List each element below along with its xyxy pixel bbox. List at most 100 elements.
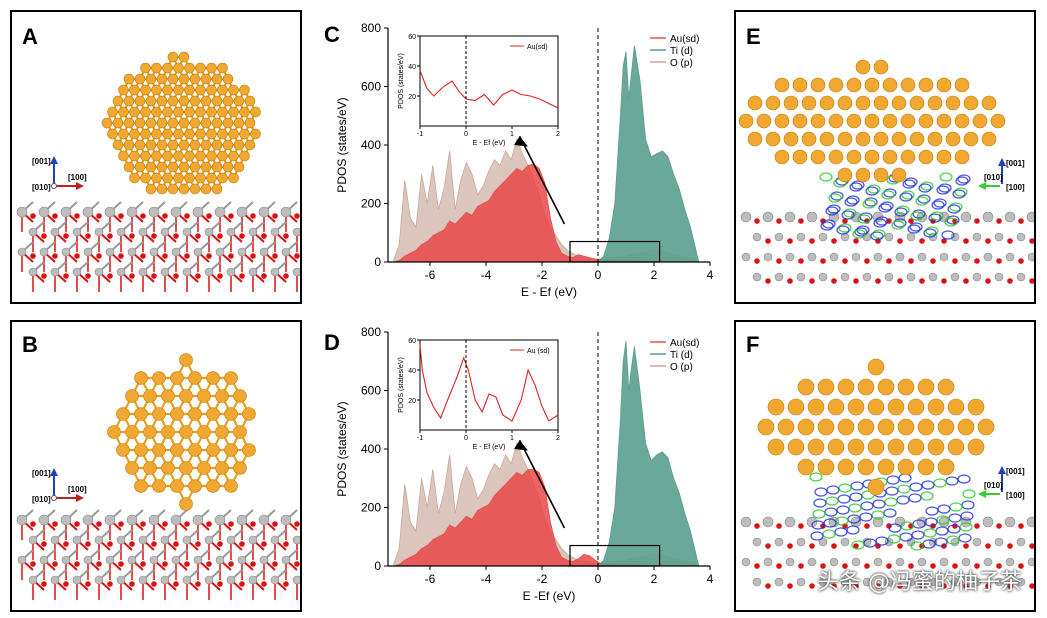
y-tick-label: 400 <box>361 138 381 152</box>
panel-a: A [001] [100] [010] <box>10 10 302 304</box>
isosurface-blob <box>814 487 828 497</box>
au-atom <box>945 95 961 111</box>
y-tick-label: 0 <box>374 255 381 269</box>
ti-atom <box>763 557 773 567</box>
axis-triad: [001] [100] [010] <box>32 156 87 192</box>
o-atom <box>952 258 958 264</box>
au-atom <box>162 106 173 118</box>
ti-atom <box>972 272 982 282</box>
au-atom <box>927 131 943 147</box>
ti-atom <box>796 232 806 242</box>
au-atom <box>189 161 201 173</box>
o-atom <box>1029 583 1034 589</box>
au-atom <box>828 77 844 93</box>
au-atom <box>917 418 935 436</box>
isosurface-blob <box>864 197 878 207</box>
o-atom <box>140 561 146 567</box>
au-atom <box>123 73 135 85</box>
isosurface-blob <box>908 493 922 503</box>
panel-letter: C <box>324 22 340 47</box>
isosurface-blob <box>958 533 972 543</box>
o-atom <box>129 233 135 239</box>
x-tick-label: -6 <box>425 268 436 282</box>
isosurface-blob <box>930 211 944 221</box>
au-atom <box>767 398 785 416</box>
au-atom <box>837 131 853 147</box>
panel-c: C -6 -4 -2 0 2 4 0 200 400 600 800 E - Ef (eV) PDOS … <box>320 8 720 308</box>
ti-atom <box>138 227 148 237</box>
au-atom <box>222 117 234 129</box>
au-atom <box>116 407 130 421</box>
au-atom <box>170 443 184 457</box>
ti-atom <box>182 227 192 237</box>
isosurface-blob <box>824 507 838 517</box>
isosurface-blob <box>912 519 926 529</box>
o-atom <box>776 218 782 224</box>
o-atom <box>776 258 782 264</box>
ti-atom <box>160 535 170 545</box>
isosurface-blob <box>835 516 849 526</box>
au-atom <box>197 425 211 439</box>
ti-atom <box>994 272 1004 282</box>
o-atom <box>173 581 179 587</box>
au-atom <box>767 438 785 456</box>
au-atom <box>747 95 763 111</box>
series-area-tid <box>597 45 700 263</box>
au-atom <box>140 150 151 162</box>
au-atom <box>846 113 862 129</box>
inset-y-tick-label: 40 <box>408 64 416 71</box>
ti-atom <box>204 575 214 585</box>
ti-atom <box>236 206 248 218</box>
isosurface-blob <box>902 179 916 189</box>
legend-label: Ti (d) <box>670 46 693 57</box>
o-atom <box>908 563 914 569</box>
au-atom <box>145 183 157 195</box>
inset-x-tick-label: 1 <box>510 435 514 442</box>
o-atom <box>908 218 914 224</box>
au-atom <box>125 461 139 475</box>
isosurface-blob <box>830 191 844 201</box>
ti-atom <box>149 247 159 257</box>
ti-atom <box>829 557 839 567</box>
au-atom <box>233 425 247 439</box>
ti-atom <box>960 211 972 223</box>
ti-atom <box>281 555 291 565</box>
o-atom <box>963 543 969 549</box>
au-atom <box>228 84 239 96</box>
au-atom <box>167 161 179 173</box>
au-atom <box>188 443 202 457</box>
x-tick-label: -4 <box>481 268 492 282</box>
ti-atom <box>138 267 148 277</box>
isosurface-blob <box>922 539 936 549</box>
o-atom <box>283 273 289 279</box>
au-atom <box>156 183 168 195</box>
isosurface-blob <box>961 500 975 510</box>
isosurface-blob <box>957 474 971 484</box>
ti-atom <box>248 575 258 585</box>
ti-atom <box>862 272 872 282</box>
o-atom <box>85 273 91 279</box>
ti-atom <box>170 206 182 218</box>
au-atom <box>178 139 190 151</box>
axis-label-left: [010] <box>984 481 1003 490</box>
o-atom <box>239 233 245 239</box>
au-atom <box>937 418 955 436</box>
o-atom <box>206 521 212 527</box>
isosurface-blob <box>838 223 852 233</box>
o-atom <box>228 561 234 567</box>
ti-atom <box>204 267 214 277</box>
axis-label-right: [100] <box>1006 183 1025 192</box>
ti-atom <box>237 247 247 257</box>
ti-atom <box>1027 557 1034 567</box>
o-atom <box>228 253 234 259</box>
o-atom <box>173 541 179 547</box>
au-atom <box>797 418 815 436</box>
o-atom <box>798 258 804 264</box>
au-atom <box>140 128 151 140</box>
inset-y-tick-label: 20 <box>408 398 416 405</box>
o-atom <box>217 581 223 587</box>
au-atom <box>877 418 895 436</box>
au-atom <box>846 77 862 93</box>
au-atom <box>897 418 915 436</box>
isosurface-blob <box>883 188 897 198</box>
